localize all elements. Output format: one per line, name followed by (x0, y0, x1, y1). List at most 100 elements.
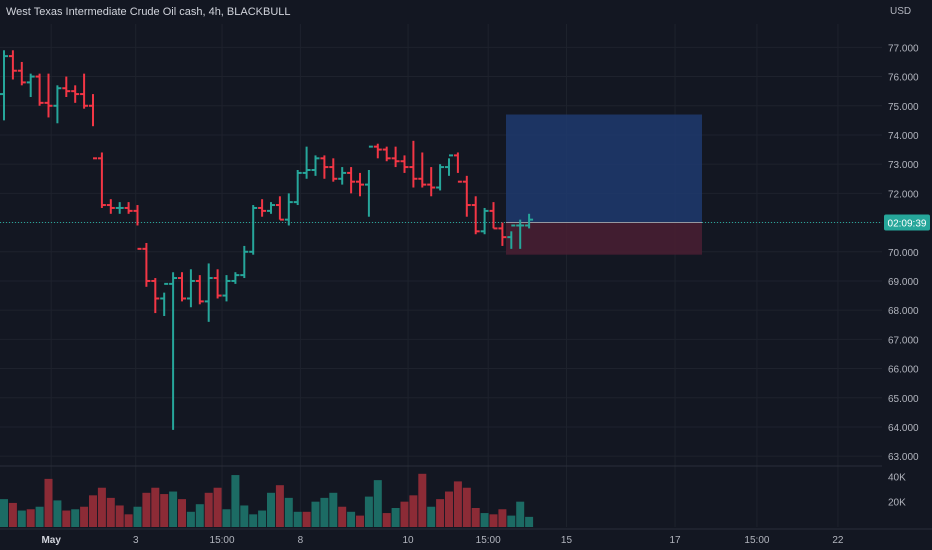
volume-bar (249, 514, 258, 527)
volume-bar (204, 492, 213, 527)
volume-bar (151, 487, 160, 527)
ohlc-bar (480, 207, 489, 235)
volume-bar (418, 473, 427, 527)
volume-tick-label: 20K (888, 498, 906, 509)
volume-bar (275, 485, 284, 527)
volume-bar (329, 492, 338, 527)
volume-bar (124, 514, 133, 527)
ohlc-bar (26, 73, 35, 97)
ohlc-bar (445, 154, 453, 176)
price-tick-label: 68.000 (888, 306, 919, 317)
volume-bar (347, 511, 356, 527)
ohlc-bar (204, 263, 213, 322)
volume-bar (427, 506, 436, 527)
time-tick-label: 15 (561, 535, 573, 546)
ohlc-bar (267, 202, 275, 214)
ohlc-bar (320, 155, 329, 179)
volume-bar (311, 501, 320, 527)
time-tick-label: 22 (832, 535, 844, 546)
volume-bar (516, 501, 525, 527)
ohlc-bar (516, 219, 525, 249)
current-price-badge (884, 214, 930, 231)
ohlc-bar (525, 213, 534, 229)
volume-bar (213, 487, 222, 527)
ohlc-bar (356, 172, 364, 197)
ohlc-bar (160, 282, 169, 316)
target-zone (506, 114, 702, 223)
price-tick-label: 75.000 (888, 102, 919, 113)
stop-zone (506, 222, 702, 255)
price-tick-label: 72.000 (888, 189, 919, 200)
ohlc-bar (222, 275, 231, 302)
ohlc-bar (258, 199, 267, 217)
price-axis[interactable]: 77.00076.00075.00074.00073.00072.00071.0… (888, 43, 919, 508)
volume-bar (106, 497, 115, 527)
ohlc-bar (498, 222, 507, 246)
ohlc-bar (240, 245, 249, 279)
ohlc-bar (62, 76, 71, 97)
ohlc-bar (364, 145, 373, 217)
price-tick-label: 65.000 (888, 394, 919, 405)
time-tick-label: May (41, 535, 61, 546)
volume-bar (160, 494, 169, 527)
price-tick-label: 73.000 (888, 160, 919, 171)
volume-bar (356, 515, 364, 527)
ohlc-bar (329, 158, 338, 182)
volume-bar (89, 495, 97, 527)
volume-bar (35, 506, 44, 527)
ohlc-bar (195, 275, 204, 305)
volume-bar (53, 500, 62, 527)
chart-title: West Texas Intermediate Crude Oil cash, … (6, 6, 291, 18)
ohlc-bar (133, 205, 142, 250)
ohlc-bar (53, 85, 62, 124)
price-tick-label: 69.000 (888, 277, 919, 288)
volume-bar (97, 487, 106, 527)
volume-bar (26, 509, 35, 527)
ohlc-bar (178, 272, 186, 302)
volume-bar (62, 510, 71, 527)
volume-bar (507, 515, 516, 527)
volume-bar (320, 497, 329, 527)
ohlc-bar (142, 243, 151, 287)
volume-bar (373, 480, 382, 527)
ohlc-bar (275, 196, 284, 221)
time-axis[interactable]: May 3 15:00 8 10 15:00 15 17 15:00 22 (41, 535, 843, 546)
ohlc-bar (453, 152, 462, 183)
ohlc-bar (89, 94, 97, 160)
volume-bar (133, 506, 142, 527)
volume-bars (0, 473, 534, 527)
volume-bar (400, 501, 409, 527)
ohlc-bar (17, 61, 26, 86)
volume-bar (409, 495, 418, 527)
ohlc-bar (409, 140, 418, 188)
ohlc-bar (507, 224, 516, 249)
ohlc-bar (400, 155, 409, 173)
price-tick-label: 74.000 (888, 131, 919, 142)
current-price-text: 02:09:39 (888, 219, 927, 230)
ohlc-bar (347, 167, 356, 194)
volume-bar (462, 487, 471, 527)
price-tick-label: 76.000 (888, 73, 919, 84)
volume-bar (178, 499, 186, 527)
price-tick-label: 77.000 (888, 43, 919, 54)
ohlc-bar (249, 205, 258, 255)
volume-bar (498, 509, 507, 527)
volume-bar (445, 491, 453, 527)
ohlc-bar (124, 202, 133, 214)
volume-bar (436, 499, 445, 527)
ohlc-bars (0, 50, 534, 430)
volume-bar (0, 499, 8, 527)
volume-bar (471, 508, 480, 527)
volume-bar (302, 511, 311, 527)
volume-bar (338, 506, 347, 527)
position-zones (0, 114, 882, 255)
volume-bar (231, 475, 240, 527)
price-tick-label: 67.000 (888, 335, 919, 346)
volume-bar (489, 514, 498, 527)
time-tick-label: 15:00 (210, 535, 235, 546)
ohlc-bar (151, 278, 160, 314)
ohlc-bar (338, 167, 347, 185)
